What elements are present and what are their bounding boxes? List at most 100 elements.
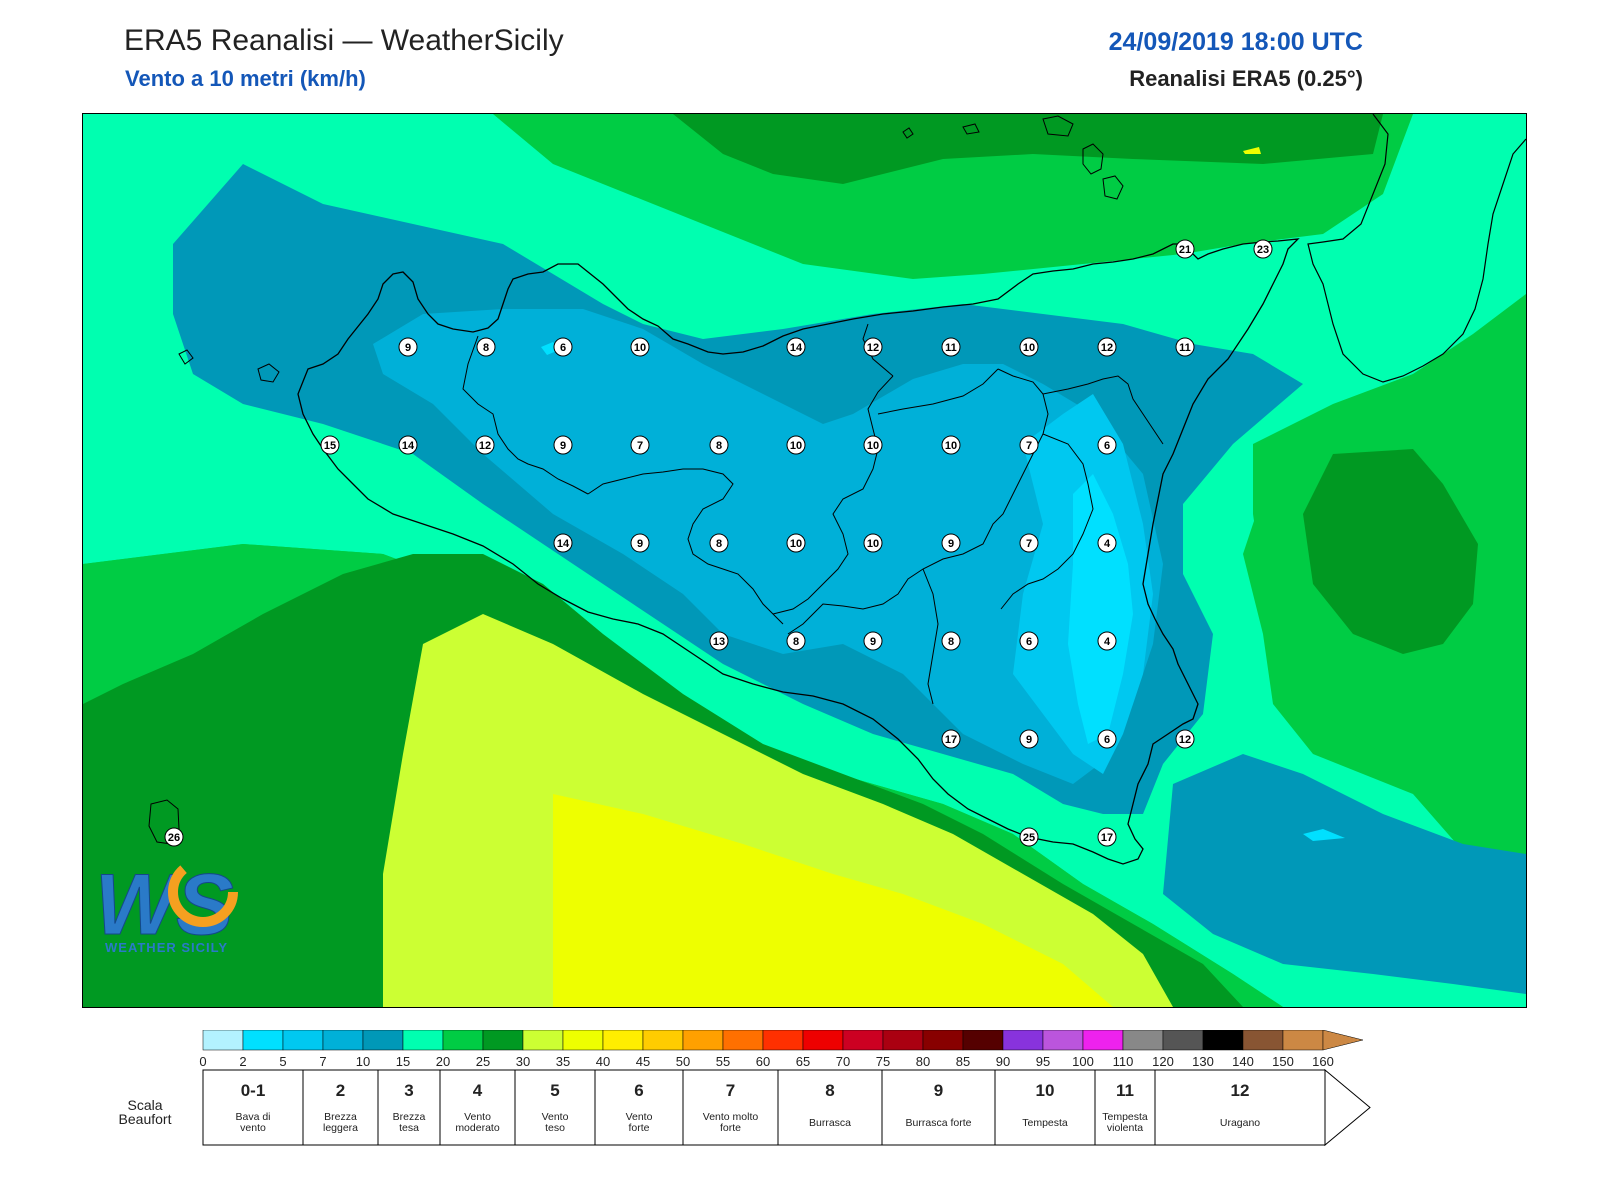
colorbar-swatch [522, 1030, 564, 1051]
station-value: 10 [945, 440, 957, 452]
station-marker: 4 [1097, 533, 1117, 553]
station-value: 7 [1026, 538, 1032, 550]
colorbar-swatch [482, 1030, 524, 1051]
colorbar-swatch [1082, 1030, 1124, 1051]
beaufort-description: Vento molto forte [703, 1111, 759, 1134]
colorbar-tick: 20 [436, 1054, 450, 1069]
beaufort-number: 7 [726, 1081, 735, 1100]
colorbar-tick: 100 [1072, 1054, 1094, 1069]
aeolian-island-5 [902, 127, 914, 139]
station-value: 8 [948, 636, 954, 648]
colorbar-tick: 95 [1036, 1054, 1050, 1069]
colorbar-swatch [562, 1030, 604, 1051]
forecast-datetime: 24/09/2019 18:00 UTC [1108, 28, 1363, 56]
colorbar-swatch [642, 1030, 684, 1051]
colorbar-tick: 0 [199, 1054, 206, 1069]
colorbar-swatch [602, 1030, 644, 1051]
field-25-30-east-core [1303, 449, 1478, 654]
colorbar-swatch [922, 1030, 964, 1051]
colorbar-tick: 85 [956, 1054, 970, 1069]
colorbar-tick: 90 [996, 1054, 1010, 1069]
field-7-10 [373, 309, 1163, 784]
beaufort-label: Scala Beaufort [119, 1097, 172, 1127]
station-marker: 8 [709, 533, 729, 553]
sicily-coastline [297, 238, 1300, 865]
station-value: 8 [793, 636, 799, 648]
colorbar-swatch [1282, 1030, 1324, 1051]
beaufort-description: Burrasca forte [906, 1117, 972, 1129]
egadi-islands [257, 363, 280, 383]
colorbar-swatch [882, 1030, 924, 1051]
station-marker: 26 [164, 827, 184, 847]
calabria-coastline [1307, 114, 1526, 383]
beaufort-force: 10 Tempesta [994, 1069, 1096, 1146]
colorbar-swatch [1162, 1030, 1204, 1051]
beaufort-force: 5 Vento teso [514, 1069, 596, 1146]
station-value: 11 [1179, 342, 1191, 354]
aeolian-island-3 [1082, 143, 1104, 175]
colorbar: 0 2 5 7 10 15 20 25 30 35 40 45 50 55 60 65 70 75 80 85 90 95… [199, 1030, 1364, 1069]
beaufort-number: 3 [404, 1081, 413, 1100]
field-35-40 [553, 794, 1113, 1007]
station-value: 21 [1179, 244, 1191, 256]
beaufort-number: 11 [1116, 1081, 1134, 1100]
colorbar-tick: 70 [836, 1054, 850, 1069]
station-value: 12 [479, 440, 491, 452]
colorbar-tick: 55 [716, 1054, 730, 1069]
station-value: 15 [324, 440, 336, 452]
station-marker: 8 [476, 337, 496, 357]
beaufort-description: Vento teso [542, 1111, 569, 1134]
colorbar-tick: 5 [279, 1054, 286, 1069]
beaufort-number: 10 [1036, 1081, 1055, 1100]
station-marker: 7 [1019, 435, 1039, 455]
station-value: 9 [637, 538, 643, 550]
beaufort-number: 2 [336, 1081, 345, 1100]
colorbar-tick: 160 [1312, 1054, 1334, 1069]
station-value: 13 [713, 636, 725, 648]
beaufort-arrow [1324, 1068, 1371, 1147]
beaufort-force: 9 Burrasca forte [881, 1069, 996, 1146]
station-marker: 6 [1019, 631, 1039, 651]
station-value: 9 [560, 440, 566, 452]
station-marker: 11 [1175, 337, 1195, 357]
station-value: 12 [1101, 342, 1113, 354]
beaufort-number: 4 [473, 1081, 483, 1100]
province-boundaries [462, 323, 1164, 705]
station-marker: 15 [320, 435, 340, 455]
colorbar-swatch [242, 1030, 284, 1051]
station-marker: 6 [1097, 729, 1117, 749]
station-marker: 10 [630, 337, 650, 357]
station-value: 6 [560, 342, 566, 354]
station-marker: 9 [863, 631, 883, 651]
colorbar-swatch [1122, 1030, 1164, 1051]
beaufort-force: 8 Burrasca [777, 1069, 883, 1146]
colorbar-swatch [762, 1030, 804, 1051]
station-value: 14 [402, 440, 415, 452]
colorbar-swatch [322, 1030, 364, 1051]
station-value: 11 [945, 342, 957, 354]
beaufort-force: 12 Uragano [1154, 1069, 1326, 1146]
station-marker: 10 [1019, 337, 1039, 357]
beaufort-number: 6 [634, 1081, 643, 1100]
station-value: 14 [557, 538, 570, 550]
field-25-30-north [673, 114, 1383, 184]
beaufort-number: 0-1 [241, 1081, 266, 1100]
station-marker: 23 [1253, 239, 1273, 259]
station-value: 14 [790, 342, 803, 354]
station-marker: 12 [1097, 337, 1117, 357]
colorbar-tick: 7 [319, 1054, 326, 1069]
station-marker: 17 [1097, 827, 1117, 847]
beaufort-force: 7 Vento molto forte [682, 1069, 779, 1146]
colorbar-swatch [682, 1030, 724, 1051]
legend: 0 2 5 7 10 15 20 25 30 35 40 45 50 55 60 65 70 75 80 85 90 95… [119, 1030, 1371, 1147]
data-source: Reanalisi ERA5 (0.25°) [1129, 66, 1363, 91]
colorbar-tick: 75 [876, 1054, 890, 1069]
wind-map: 9 8 6 10 14 12 11 10 12 11 15 14 12 9 7 8 10 10 10 7 6 14 9 8 10… [82, 113, 1527, 1008]
beaufort-description: Burrasca [809, 1117, 851, 1129]
colorbar-tick: 10 [356, 1054, 370, 1069]
field-35-40-small [1243, 147, 1261, 154]
colorbar-tick: 35 [556, 1054, 570, 1069]
beaufort-description: Vento moderato [455, 1111, 500, 1134]
station-value: 25 [1023, 832, 1035, 844]
colorbar-tick: 2 [239, 1054, 246, 1069]
